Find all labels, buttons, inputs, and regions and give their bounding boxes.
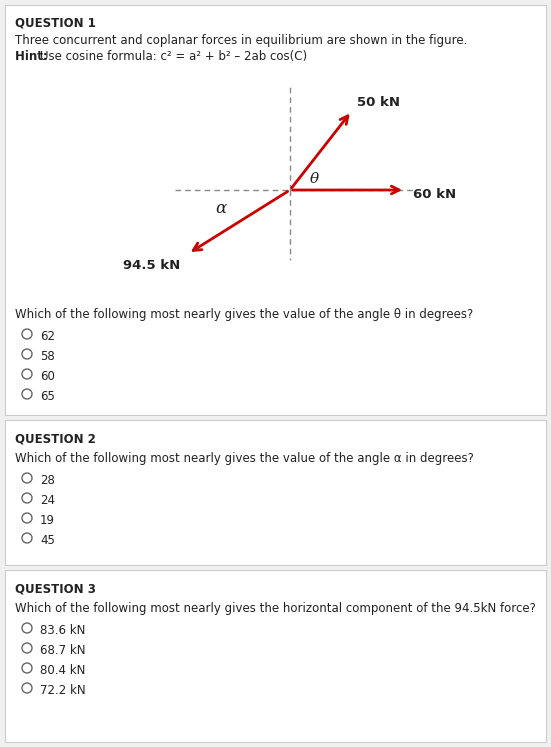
Text: Three concurrent and coplanar forces in equilibrium are shown in the figure.: Three concurrent and coplanar forces in … — [15, 34, 467, 47]
Text: 60: 60 — [40, 370, 55, 383]
Text: 60 kN: 60 kN — [413, 187, 456, 200]
Text: 80.4 kN: 80.4 kN — [40, 664, 85, 677]
Text: 45: 45 — [40, 534, 55, 547]
FancyBboxPatch shape — [5, 570, 546, 742]
Text: Hint:: Hint: — [15, 50, 52, 63]
Text: QUESTION 2: QUESTION 2 — [15, 432, 96, 445]
Text: QUESTION 3: QUESTION 3 — [15, 582, 96, 595]
Text: 28: 28 — [40, 474, 55, 487]
FancyBboxPatch shape — [5, 5, 546, 415]
Text: Use cosine formula: c² = a² + b² – 2ab cos(C): Use cosine formula: c² = a² + b² – 2ab c… — [40, 50, 307, 63]
Text: 50 kN: 50 kN — [356, 96, 399, 109]
Text: 94.5 kN: 94.5 kN — [123, 258, 180, 272]
Text: 58: 58 — [40, 350, 55, 363]
Text: QUESTION 1: QUESTION 1 — [15, 16, 96, 29]
Text: 24: 24 — [40, 494, 55, 507]
Text: 72.2 kN: 72.2 kN — [40, 684, 85, 697]
Text: 65: 65 — [40, 390, 55, 403]
Text: θ: θ — [310, 172, 319, 186]
Text: Which of the following most nearly gives the value of the angle α in degrees?: Which of the following most nearly gives… — [15, 452, 474, 465]
Text: 19: 19 — [40, 514, 55, 527]
Text: α: α — [215, 200, 226, 217]
Text: 68.7 kN: 68.7 kN — [40, 644, 85, 657]
Text: 83.6 kN: 83.6 kN — [40, 624, 85, 637]
Text: 62: 62 — [40, 330, 55, 343]
Text: Which of the following most nearly gives the horizontal component of the 94.5kN : Which of the following most nearly gives… — [15, 602, 536, 615]
FancyBboxPatch shape — [5, 420, 546, 565]
Text: Which of the following most nearly gives the value of the angle θ in degrees?: Which of the following most nearly gives… — [15, 308, 473, 321]
